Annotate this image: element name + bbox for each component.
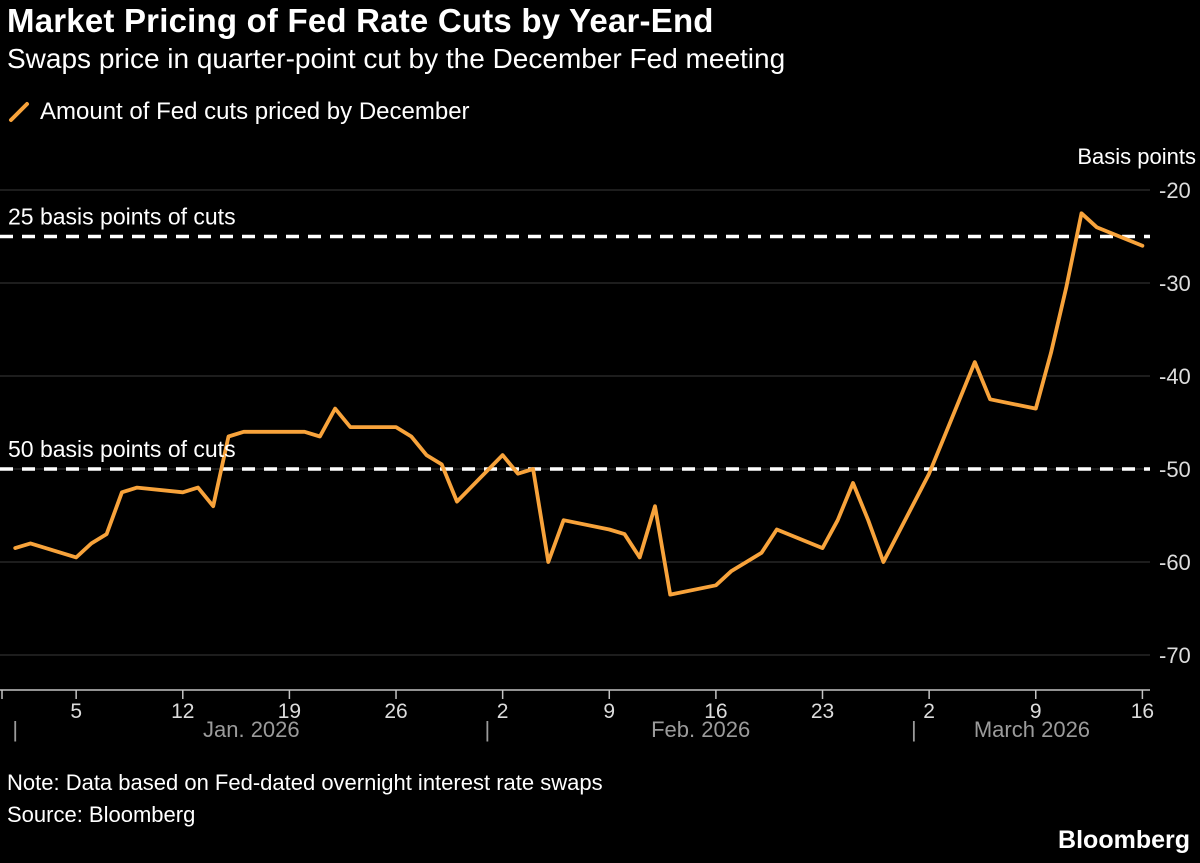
chart-canvas: -20 -30 -40 -50 -60 -70 25 basis points of cut… (0, 178, 1191, 742)
bloomberg-logo: Bloomberg (1058, 826, 1190, 854)
y-axis-tick-label: -30 (1159, 271, 1191, 296)
month-label: March 2026 (974, 717, 1090, 742)
chart-title: Market Pricing of Fed Rate Cuts by Year-… (7, 2, 714, 39)
reference-line-label: 50 basis points of cuts (8, 436, 236, 462)
y-axis-tick-label: -70 (1159, 643, 1191, 668)
x-axis-tick-label: 2 (497, 700, 509, 723)
x-axis-tick-label: 9 (603, 700, 615, 723)
month-separator: | (12, 717, 18, 742)
x-axis-tick-label: 16 (1131, 700, 1154, 723)
month-separator: | (911, 717, 917, 742)
y-axis-tick-label: -20 (1159, 178, 1191, 203)
y-axis-unit-label: Basis points (1077, 144, 1196, 169)
x-axis-tick-label: 16 (704, 700, 727, 723)
x-axis-tick-label: 9 (1030, 700, 1042, 723)
x-axis-tick-label: 26 (384, 700, 407, 723)
month-label: Feb. 2026 (651, 717, 750, 742)
legend: Amount of Fed cuts priced by December (7, 98, 470, 126)
y-axis-tick-label: -60 (1159, 550, 1191, 575)
month-label: Jan. 2026 (203, 717, 300, 742)
x-axis-tick-label: 19 (278, 700, 301, 723)
x-axis-tick-label: 23 (811, 700, 834, 723)
month-separator: | (485, 717, 491, 742)
x-axis-tick-label: 12 (171, 700, 194, 723)
x-axis-tick-label: 5 (70, 700, 82, 723)
x-axis-tick-label: 2 (923, 700, 935, 723)
y-axis-tick-label: -40 (1159, 364, 1191, 389)
legend-label: Amount of Fed cuts priced by December (40, 98, 470, 125)
chart-area: -20 -30 -40 -50 -60 -70 25 basis points of cut… (0, 140, 1200, 770)
fed-cuts-line-series (13, 211, 1145, 597)
source-line: Source: Bloomberg (7, 802, 196, 827)
chart-subtitle: Swaps price in quarter-point cut by the … (7, 43, 786, 74)
y-axis-tick-label: -50 (1159, 457, 1191, 482)
footnote: Note: Data based on Fed-dated overnight … (7, 770, 603, 795)
reference-line-label: 25 basis points of cuts (8, 204, 236, 230)
legend-line-icon (9, 102, 29, 122)
